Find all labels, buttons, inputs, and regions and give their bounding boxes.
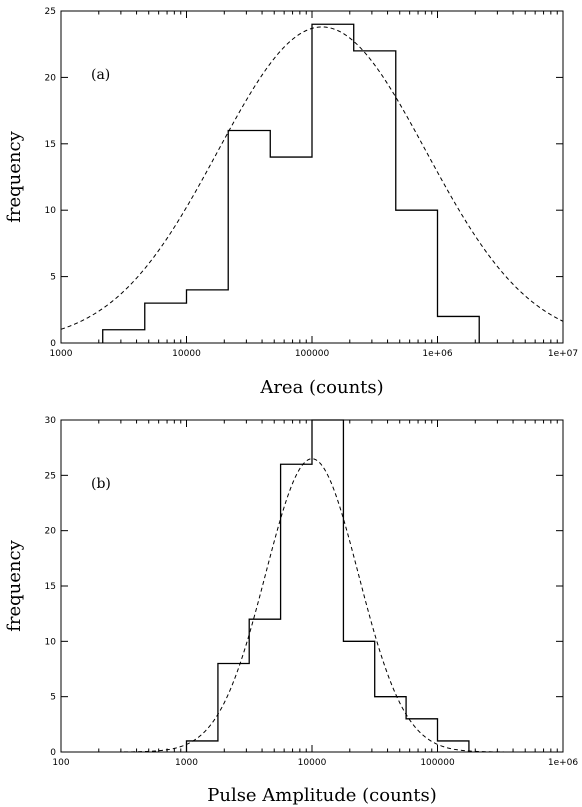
histogram-bar	[187, 741, 218, 752]
histogram-bar	[249, 619, 280, 752]
y-tick-label: 20	[45, 73, 57, 83]
y-tick-label: 15	[45, 140, 56, 150]
x-tick-label: 1e+06	[422, 349, 453, 359]
x-tick-label: 1000	[175, 758, 198, 768]
histogram-bar	[438, 316, 480, 343]
histogram-bar	[145, 303, 187, 343]
histogram-bar	[103, 330, 145, 343]
x-tick-label: 100	[52, 758, 69, 768]
histogram-bar	[281, 464, 312, 752]
y-tick-label: 0	[50, 748, 56, 758]
y-tick-label: 5	[50, 693, 56, 703]
panel-label: (a)	[91, 67, 110, 83]
y-tick-label: 10	[45, 206, 57, 216]
y-tick-label: 30	[45, 416, 57, 426]
histogram-bar	[312, 24, 354, 343]
histogram-bar	[218, 663, 249, 752]
x-tick-label: 1000	[50, 349, 73, 359]
histogram-bar	[270, 157, 312, 343]
histogram-bar	[228, 131, 270, 343]
histogram-bar	[354, 51, 396, 343]
x-axis-label: Pulse Amplitude (counts)	[207, 785, 437, 806]
histogram-bar	[406, 719, 437, 752]
histogram-bar	[312, 420, 343, 752]
y-tick-label: 10	[45, 637, 57, 647]
y-axis-label: frequency	[4, 539, 25, 631]
x-tick-label: 1e+06	[548, 758, 579, 768]
y-tick-label: 15	[45, 582, 56, 592]
panel-label: (b)	[91, 476, 111, 492]
x-tick-label: 1e+07	[548, 349, 578, 359]
histogram-outline	[102, 23, 480, 343]
x-tick-label: 100000	[295, 349, 330, 359]
y-tick-label: 5	[50, 273, 56, 283]
histogram-bar	[343, 641, 374, 752]
y-tick-label: 0	[50, 339, 56, 349]
x-tick-label: 10000	[172, 349, 201, 359]
chart-panel-a: 0 5 10 15 20 25 1000 10000 100000 1e+06 1e+07 (a) Ar…	[4, 7, 578, 398]
histogram-bar	[375, 697, 406, 752]
histogram-outline	[185, 419, 470, 752]
y-axis-label: frequency	[4, 130, 25, 222]
histogram-bar	[187, 290, 229, 343]
y-tick-label: 25	[45, 7, 56, 17]
histogram-bar	[396, 210, 438, 343]
chart-panel-b: 0 5 10 15 20 25 30 100 1000 10000 100000 1e+06 (b) Pu…	[4, 416, 578, 806]
y-tick-label: 20	[45, 527, 57, 537]
y-tick-label: 25	[45, 471, 56, 481]
x-tick-label: 100000	[420, 758, 455, 768]
fit-curve-dashed	[60, 26, 564, 330]
x-tick-label: 10000	[298, 758, 327, 768]
x-axis-label: Area (counts)	[259, 377, 383, 398]
